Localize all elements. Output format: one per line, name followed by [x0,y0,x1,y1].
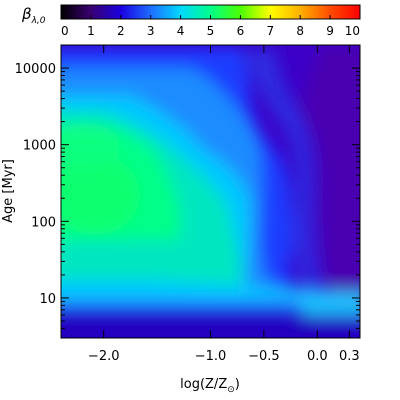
y-tick-label: 10 [39,292,56,307]
colorbar-tick-label: 5 [207,24,215,38]
colorbar-tick-label: 0 [61,24,69,38]
y-axis-label: Age [Myr] [1,159,16,223]
colorbar-tick-label: 9 [326,24,334,38]
y-axis-ticks: 10 100 1000 10000 [15,44,360,339]
colorbar-tick-label: 4 [177,24,185,38]
y-tick-label: 100 [31,215,56,230]
x-tick-label: −2.0 [88,349,120,364]
x-axis-ticks: −2.0 −1.0 −0.5 0.0 0.3 [88,45,360,364]
x-axis-label: log(Z/Z⊙) [180,377,240,395]
colorbar-tick-label: 1 [87,24,95,38]
x-tick-label: −0.5 [248,349,280,364]
colorbar-tick-label: 8 [296,24,304,38]
x-tick-label: 0.0 [307,349,328,364]
colorbar-ticks: 0 1 2 3 4 5 6 7 8 9 10 [60,15,361,38]
x-tick-label: −1.0 [195,349,227,364]
colorbar-tick-label: 3 [147,24,155,38]
x-tick-label: 0.3 [339,349,360,364]
colorbar-tick-label: 10 [345,24,360,38]
colorbar-tick-label: 2 [117,24,125,38]
colorbar-label: βλ,0 [21,5,46,26]
colorbar-tick-label: 7 [266,24,274,38]
y-tick-label: 1000 [23,139,56,154]
heatmap-field [61,45,360,338]
colorbar: βλ,0 0 1 2 3 4 5 6 7 8 9 10 [21,4,361,38]
y-tick-label: 10000 [15,62,56,77]
colorbar-tick-label: 6 [237,24,245,38]
